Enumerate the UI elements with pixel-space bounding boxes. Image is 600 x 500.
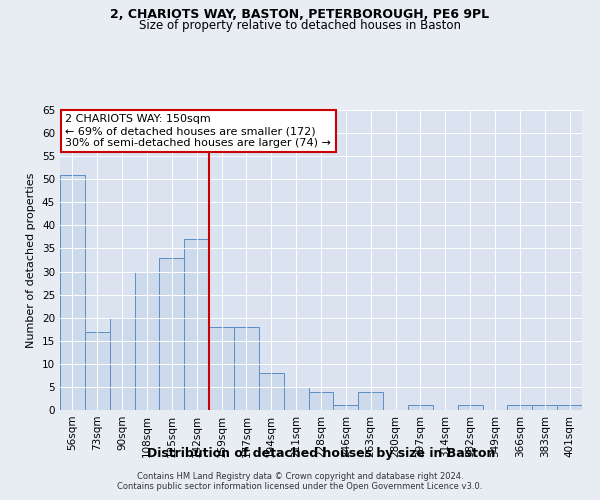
Bar: [134, 272, 160, 410]
Bar: [557, 406, 582, 410]
Bar: [458, 406, 482, 410]
Bar: [284, 387, 308, 410]
Bar: [408, 406, 433, 410]
Bar: [259, 373, 284, 410]
Bar: [85, 332, 110, 410]
Text: Distribution of detached houses by size in Baston: Distribution of detached houses by size …: [147, 448, 495, 460]
Bar: [184, 239, 209, 410]
Bar: [508, 406, 532, 410]
Bar: [209, 327, 234, 410]
Bar: [358, 392, 383, 410]
Text: Contains public sector information licensed under the Open Government Licence v3: Contains public sector information licen…: [118, 482, 482, 491]
Bar: [308, 392, 334, 410]
Bar: [334, 406, 358, 410]
Text: 2 CHARIOTS WAY: 150sqm
← 69% of detached houses are smaller (172)
30% of semi-de: 2 CHARIOTS WAY: 150sqm ← 69% of detached…: [65, 114, 331, 148]
Bar: [234, 327, 259, 410]
Bar: [60, 174, 85, 410]
Bar: [160, 258, 184, 410]
Text: Contains HM Land Registry data © Crown copyright and database right 2024.: Contains HM Land Registry data © Crown c…: [137, 472, 463, 481]
Bar: [110, 318, 134, 410]
Text: 2, CHARIOTS WAY, BASTON, PETERBOROUGH, PE6 9PL: 2, CHARIOTS WAY, BASTON, PETERBOROUGH, P…: [110, 8, 490, 20]
Text: Size of property relative to detached houses in Baston: Size of property relative to detached ho…: [139, 18, 461, 32]
Y-axis label: Number of detached properties: Number of detached properties: [26, 172, 37, 348]
Bar: [532, 406, 557, 410]
